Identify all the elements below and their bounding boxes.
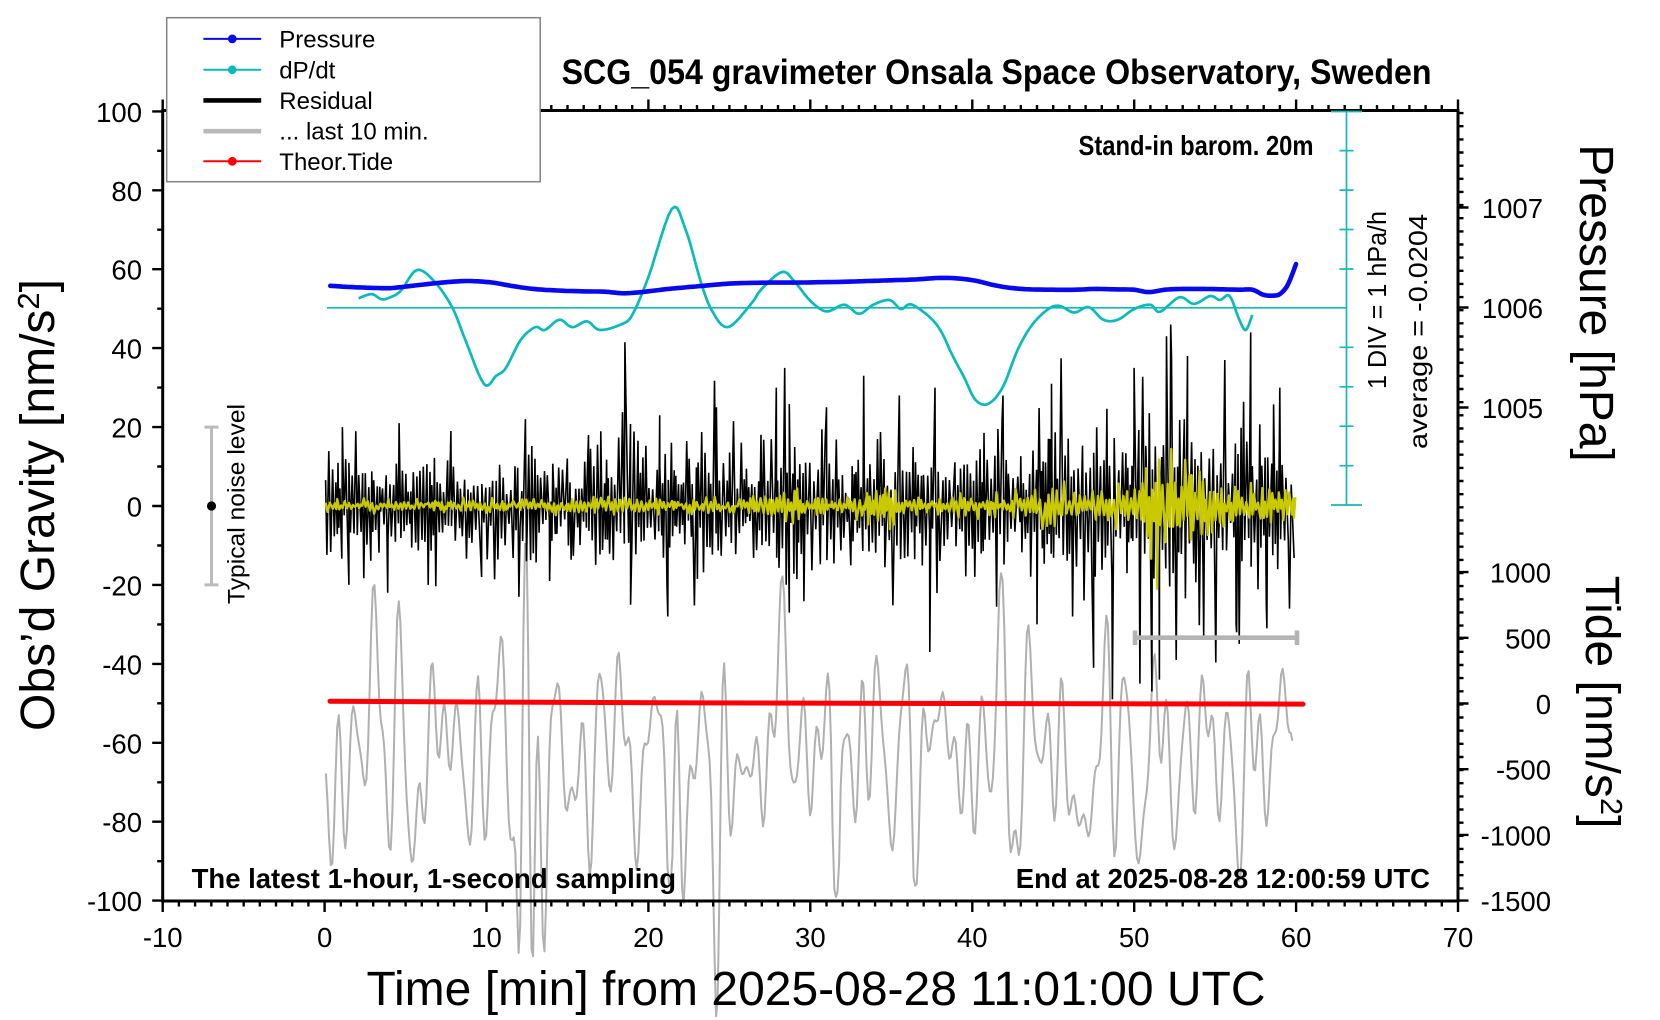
svg-text:Stand-in barom. 20m: Stand-in barom. 20m [1079, 130, 1314, 161]
svg-text:Tide [nm/s2]: Tide [nm/s2] [1575, 576, 1629, 829]
svg-text:1 DIV = 1 hPa/h: 1 DIV = 1 hPa/h [1364, 211, 1392, 389]
svg-text:Time [min] from 2025-08-28 11:: Time [min] from 2025-08-28 11:01:00 UTC [366, 963, 1265, 1016]
svg-text:-40: -40 [102, 649, 142, 680]
svg-text:0: 0 [127, 492, 142, 523]
svg-text:-80: -80 [102, 807, 142, 838]
svg-text:average = -0.0204: average = -0.0204 [1403, 214, 1433, 449]
svg-text:-1000: -1000 [1481, 820, 1551, 851]
svg-text:40: 40 [957, 922, 988, 953]
svg-text:70: 70 [1443, 922, 1474, 953]
svg-text:0: 0 [1536, 689, 1551, 720]
svg-text:Typical noise level: Typical noise level [224, 404, 251, 604]
svg-text:0: 0 [317, 922, 332, 953]
svg-text:-1500: -1500 [1481, 886, 1551, 917]
svg-text:The latest 1-hour, 1-second sa: The latest 1-hour, 1-second sampling [192, 863, 676, 894]
svg-text:60: 60 [111, 255, 142, 286]
svg-text:-500: -500 [1496, 755, 1551, 786]
svg-text:1006: 1006 [1482, 293, 1543, 324]
svg-text:500: 500 [1505, 623, 1551, 654]
svg-text:30: 30 [795, 922, 826, 953]
svg-text:1005: 1005 [1482, 393, 1543, 424]
svg-text:1000: 1000 [1490, 558, 1551, 589]
svg-text:Residual: Residual [279, 88, 372, 115]
svg-text:dP/dt: dP/dt [279, 57, 335, 84]
svg-text:Obs’d Gravity [nm/s2]: Obs’d Gravity [nm/s2] [11, 279, 65, 731]
svg-text:-100: -100 [87, 886, 142, 917]
svg-text:10: 10 [471, 922, 502, 953]
svg-text:60: 60 [1281, 922, 1312, 953]
svg-text:20: 20 [633, 922, 664, 953]
svg-text:50: 50 [1119, 922, 1150, 953]
svg-text:Pressure: Pressure [279, 26, 375, 53]
svg-text:-20: -20 [102, 570, 142, 601]
svg-text:100: 100 [96, 97, 142, 128]
svg-text:40: 40 [111, 334, 142, 365]
svg-text:-10: -10 [143, 922, 183, 953]
svg-text:... last 10 min.: ... last 10 min. [279, 119, 428, 146]
svg-text:80: 80 [111, 176, 142, 207]
svg-text:-60: -60 [102, 728, 142, 759]
svg-text:End at 2025-08-28 12:00:59 UTC: End at 2025-08-28 12:00:59 UTC [1016, 863, 1430, 894]
svg-text:SCG_054 gravimeter Onsala Spac: SCG_054 gravimeter Onsala Space Observat… [562, 52, 1432, 92]
svg-text:Theor.Tide: Theor.Tide [279, 149, 393, 176]
svg-text:Pressure [hPa]: Pressure [hPa] [1569, 144, 1622, 461]
svg-text:1007: 1007 [1482, 193, 1543, 224]
svg-text:20: 20 [111, 413, 142, 444]
